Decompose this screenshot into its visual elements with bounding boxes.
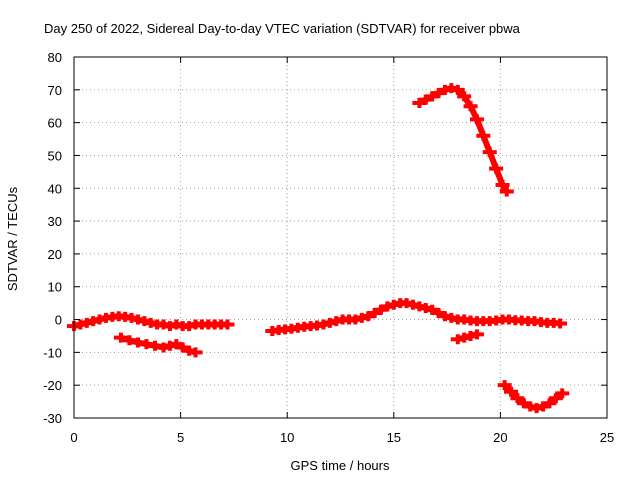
y-tick-label: -20: [43, 378, 62, 393]
data-point: [469, 114, 484, 125]
plot-frame: [73, 56, 608, 419]
series-band: [418, 85, 510, 194]
data-points: [67, 83, 570, 414]
y-tick-label: 50: [48, 148, 62, 163]
data-point: [495, 179, 510, 190]
data-point: [122, 335, 137, 346]
y-tick-label: 10: [48, 280, 62, 295]
data-point: [555, 388, 570, 399]
series-main-band-A: [67, 311, 235, 332]
x-tick-label: 0: [70, 430, 77, 445]
x-tick-label: 15: [387, 430, 401, 445]
data-point: [476, 130, 491, 141]
y-axis-label: SDTVAR / TECUs: [5, 186, 20, 291]
y-tick-label: 40: [48, 181, 62, 196]
series-high-arc: [412, 83, 514, 197]
data-point: [497, 380, 512, 391]
x-tick-label: 20: [493, 430, 507, 445]
y-tick-label: 80: [48, 50, 62, 65]
data-point: [113, 332, 128, 343]
y-tick-label: 20: [48, 247, 62, 262]
y-tick-label: -10: [43, 345, 62, 360]
y-tick-label: 0: [55, 313, 62, 328]
data-point: [188, 347, 203, 358]
x-tick-label: 10: [280, 430, 294, 445]
data-point: [489, 163, 504, 174]
y-axis: -30 -20 -10 0 10 20 30 40 50 60 70 80: [43, 50, 607, 426]
x-axis-label: GPS time / hours: [291, 458, 390, 473]
data-point: [504, 386, 519, 397]
y-tick-label: -30: [43, 411, 62, 426]
x-tick-label: 5: [177, 430, 184, 445]
x-axis: 0 5 10 15 20 25: [70, 57, 614, 445]
x-tick-label: 25: [600, 430, 614, 445]
y-tick-label: 60: [48, 116, 62, 131]
y-tick-label: 30: [48, 214, 62, 229]
series-main-band-B: [265, 298, 568, 337]
grid: [74, 57, 607, 418]
data-point: [457, 91, 472, 102]
series-negative-arc: [497, 380, 570, 414]
series-low-arc-1: [113, 332, 203, 358]
data-point: [482, 147, 497, 158]
data-point: [499, 186, 514, 197]
y-tick-label: 70: [48, 83, 62, 98]
data-point: [463, 101, 478, 112]
data-point: [469, 329, 484, 340]
data-point: [450, 84, 465, 95]
chart-title: Day 250 of 2022, Sidereal Day-to-day VTE…: [44, 21, 521, 36]
data-point: [220, 319, 235, 330]
series-low-arc-2: [450, 329, 484, 345]
data-point: [553, 318, 568, 329]
